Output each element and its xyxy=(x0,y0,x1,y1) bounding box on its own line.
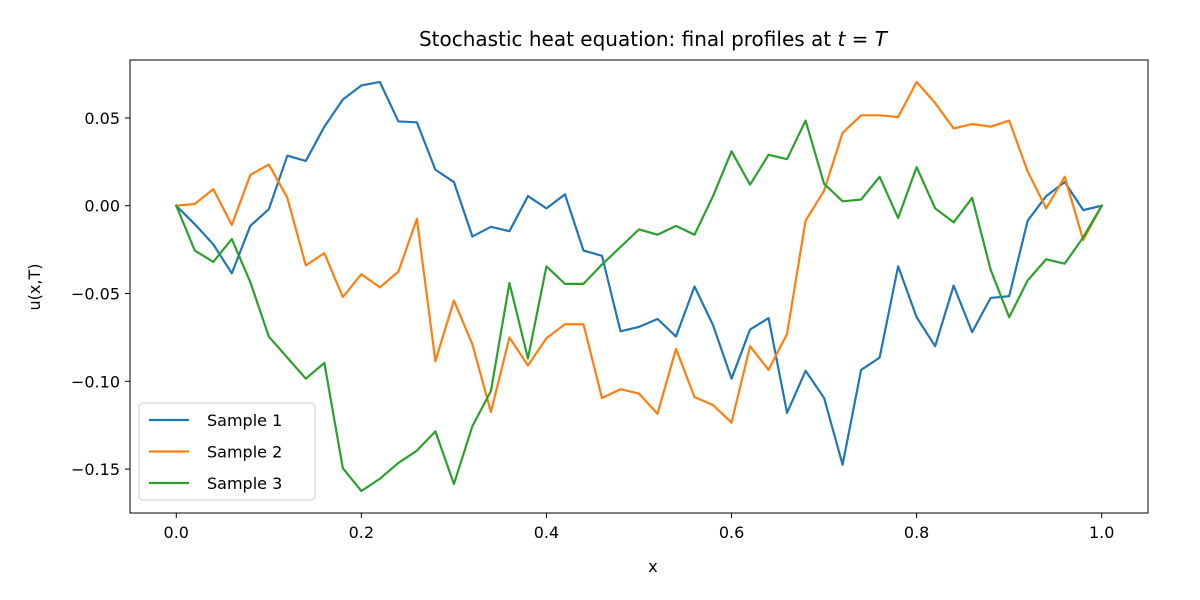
legend-label-3: Sample 3 xyxy=(207,474,282,493)
y-axis: 0.05 0.00 −0.05 −0.10 −0.15 xyxy=(71,109,130,479)
chart-title: Stochastic heat equation: final profiles… xyxy=(419,27,889,51)
y-tick-label: 0.05 xyxy=(84,109,120,128)
y-tick-label: −0.15 xyxy=(71,460,120,479)
y-tick-label: −0.10 xyxy=(71,372,120,391)
y-tick-label: 0.00 xyxy=(84,197,120,216)
plot-frame xyxy=(129,59,1149,514)
y-axis-label: u(x,T) xyxy=(25,264,44,311)
y-tick-label: −0.05 xyxy=(71,285,120,304)
legend-label-2: Sample 2 xyxy=(207,443,282,462)
chart-title-math: t = T xyxy=(837,27,888,51)
x-tick-label: 1.0 xyxy=(1089,523,1114,542)
series-line-2 xyxy=(175,80,1104,424)
x-axis: 0.0 0.2 0.4 0.6 0.8 1.0 xyxy=(164,513,1114,542)
x-axis-label: x xyxy=(648,557,657,576)
x-tick-label: 0.8 xyxy=(904,523,929,542)
x-tick-label: 0.2 xyxy=(349,523,374,542)
legend: Sample 1 Sample 2 Sample 3 xyxy=(138,402,316,501)
x-tick-label: 0.0 xyxy=(164,523,189,542)
series-layer xyxy=(174,80,1104,493)
x-tick-label: 0.4 xyxy=(534,523,559,542)
chart-title-text: Stochastic heat equation: final profiles… xyxy=(419,27,838,51)
series-line-3 xyxy=(174,119,1104,493)
legend-label-1: Sample 1 xyxy=(207,411,282,430)
legend-box xyxy=(138,402,316,501)
x-tick-label: 0.6 xyxy=(719,523,744,542)
series-line-1 xyxy=(174,80,1104,466)
